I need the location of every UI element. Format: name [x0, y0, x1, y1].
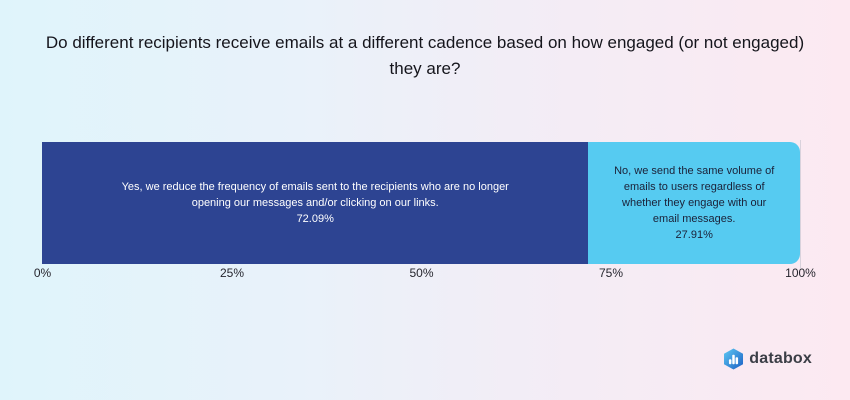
x-tick-50: 50% [409, 266, 434, 280]
segment-value: 72.09% [296, 213, 334, 225]
title-wrap: Do different recipients receive emails a… [0, 30, 850, 82]
brand-name: databox [749, 350, 812, 367]
x-tick-0: 0% [33, 266, 52, 280]
chart-title: Do different recipients receive emails a… [45, 33, 805, 78]
x-axis-ticks: 0% 25% 50% 75% 100% [0, 266, 850, 280]
stacked-bar: Yes, we reduce the frequency of emails s… [42, 142, 800, 264]
x-tick-75: 75% [598, 266, 624, 280]
segment-label: Yes, we reduce the frequency of emails s… [121, 181, 509, 209]
bar-segment-no[interactable]: No, we send the same volume of emails to… [588, 142, 800, 264]
bar-segment-yes[interactable]: Yes, we reduce the frequency of emails s… [42, 142, 589, 264]
databox-brand-link[interactable]: databox [724, 348, 812, 370]
segment-label: No, we send the same volume of emails to… [614, 165, 775, 225]
x-tick-100: 100% [785, 266, 816, 280]
x-tick-25: 25% [219, 266, 245, 280]
segment-value: 27.91% [675, 229, 713, 241]
gridline-100-percent [800, 140, 801, 268]
databox-logo-icon [724, 348, 744, 370]
